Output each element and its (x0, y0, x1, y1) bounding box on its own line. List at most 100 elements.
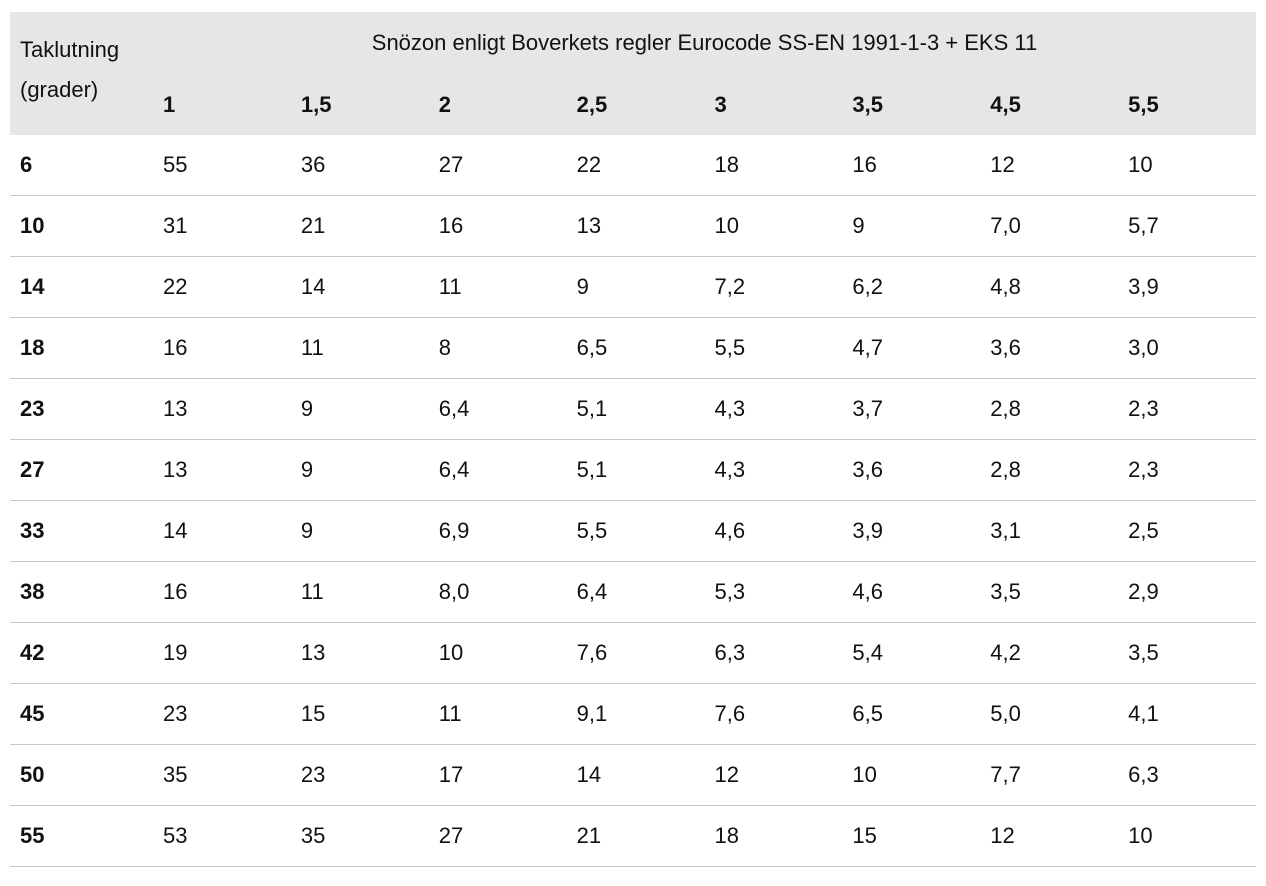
value-cell: 2,8 (980, 378, 1119, 440)
roof-angle-cell: 27 (10, 439, 153, 501)
value-cell: 12 (980, 805, 1119, 867)
roof-angle-cell: 18 (10, 317, 153, 379)
table-row: 38 16 11 8,0 6,4 5,3 4,6 3,5 2,9 (10, 561, 1256, 623)
table-body: 6 55 36 27 22 18 16 12 10 10 31 21 16 13 10 9 7,0 5,7 14 22… (10, 135, 1256, 867)
value-cell: 6,4 (428, 439, 567, 501)
value-cell: 18 (704, 805, 843, 867)
table-row: 50 35 23 17 14 12 10 7,7 6,3 (10, 744, 1256, 806)
value-cell: 23 (153, 683, 291, 745)
value-cell: 3,6 (842, 439, 981, 501)
value-cell: 55 (153, 135, 291, 196)
roof-angle-cell: 33 (10, 500, 153, 562)
table-row: 45 23 15 11 9,1 7,6 6,5 5,0 4,1 (10, 683, 1256, 745)
value-cell: 53 (153, 805, 291, 867)
value-cell: 13 (153, 439, 291, 501)
value-cell: 35 (290, 805, 429, 867)
value-cell: 5,3 (704, 561, 843, 623)
value-cell: 10 (1118, 805, 1256, 867)
value-cell: 2,5 (1118, 500, 1256, 562)
value-cell: 19 (153, 622, 291, 684)
table-row: 6 55 36 27 22 18 16 12 10 (10, 135, 1256, 196)
value-cell: 3,9 (1118, 256, 1256, 318)
value-cell: 21 (290, 195, 429, 257)
value-cell: 10 (704, 195, 843, 257)
zone-header: 1,5 (300, 91, 332, 117)
value-cell: 10 (428, 622, 567, 684)
value-cell: 16 (153, 561, 291, 623)
value-cell: 16 (842, 135, 981, 196)
value-cell: 7,7 (980, 744, 1119, 806)
zone-header: 4,5 (990, 91, 1021, 117)
value-cell: 3,5 (1118, 622, 1256, 684)
value-cell: 4,6 (842, 561, 981, 623)
value-cell: 2,3 (1118, 378, 1256, 440)
zone-header: 2,5 (576, 91, 608, 117)
value-cell: 11 (428, 683, 567, 745)
zone-header: 3 (714, 91, 727, 117)
value-cell: 11 (290, 561, 429, 623)
value-cell: 14 (290, 256, 429, 318)
value-cell: 7,6 (704, 683, 843, 745)
value-cell: 3,9 (842, 500, 981, 562)
table-row: 10 31 21 16 13 10 9 7,0 5,7 (10, 195, 1256, 257)
value-cell: 4,8 (980, 256, 1119, 318)
value-cell: 14 (566, 744, 705, 806)
value-cell: 6,4 (566, 561, 705, 623)
value-cell: 11 (428, 256, 567, 318)
value-cell: 4,2 (980, 622, 1119, 684)
value-cell: 4,7 (842, 317, 981, 379)
table-row: 33 14 9 6,9 5,5 4,6 3,9 3,1 2,5 (10, 500, 1256, 562)
value-cell: 12 (704, 744, 843, 806)
value-cell: 8,0 (428, 561, 567, 623)
value-cell: 4,3 (704, 439, 843, 501)
value-cell: 22 (153, 256, 291, 318)
roof-angle-cell: 50 (10, 744, 153, 806)
value-cell: 15 (842, 805, 981, 867)
value-cell: 9 (842, 195, 981, 257)
value-cell: 5,4 (842, 622, 981, 684)
value-cell: 14 (153, 500, 291, 562)
value-cell: 7,0 (980, 195, 1119, 257)
roof-angle-cell: 38 (10, 561, 153, 623)
value-cell: 13 (566, 195, 705, 257)
value-cell: 13 (290, 622, 429, 684)
value-cell: 9,1 (566, 683, 705, 745)
value-cell: 9 (290, 439, 429, 501)
value-cell: 17 (428, 744, 567, 806)
value-cell: 6,5 (842, 683, 981, 745)
value-cell: 11 (290, 317, 429, 379)
snow-table: Taklutning (grader) Snözon enligt Boverk… (10, 12, 1256, 867)
value-cell: 6,9 (428, 500, 567, 562)
value-cell: 3,7 (842, 378, 981, 440)
value-cell: 12 (980, 135, 1119, 196)
value-cell: 4,3 (704, 378, 843, 440)
value-cell: 5,1 (566, 378, 705, 440)
value-cell: 6,5 (566, 317, 705, 379)
roof-angle-cell: 14 (10, 256, 153, 318)
roof-angle-cell: 10 (10, 195, 153, 257)
roof-angle-cell: 45 (10, 683, 153, 745)
value-cell: 7,2 (704, 256, 843, 318)
value-cell: 18 (704, 135, 843, 196)
roof-angle-cell: 23 (10, 378, 153, 440)
value-cell: 3,5 (980, 561, 1119, 623)
value-cell: 3,0 (1118, 317, 1256, 379)
table-row: 55 53 35 27 21 18 15 12 10 (10, 805, 1256, 867)
table-row: 14 22 14 11 9 7,2 6,2 4,8 3,9 (10, 256, 1256, 318)
value-cell: 16 (153, 317, 291, 379)
zone-header: 1 (163, 91, 176, 117)
table-row: 42 19 13 10 7,6 6,3 5,4 4,2 3,5 (10, 622, 1256, 684)
zone-header: 3,5 (852, 91, 883, 117)
value-cell: 36 (290, 135, 429, 196)
value-cell: 3,6 (980, 317, 1119, 379)
value-cell: 15 (290, 683, 429, 745)
value-cell: 9 (290, 500, 429, 562)
value-cell: 4,6 (704, 500, 843, 562)
value-cell: 2,3 (1118, 439, 1256, 501)
value-cell: 3,1 (980, 500, 1119, 562)
value-cell: 13 (153, 378, 291, 440)
roof-angle-cell: 42 (10, 622, 153, 684)
table-header: Taklutning (grader) Snözon enligt Boverk… (10, 12, 1256, 135)
value-cell: 5,1 (566, 439, 705, 501)
